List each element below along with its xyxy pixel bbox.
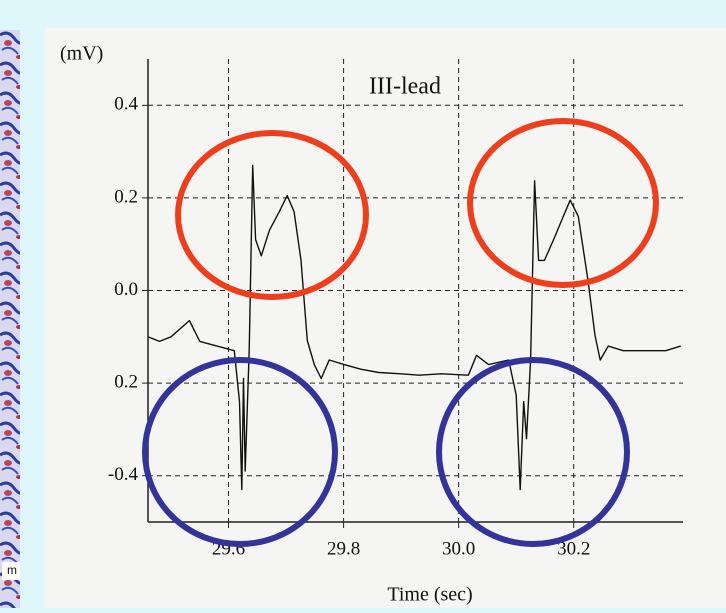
y-tick-label: -0.4: [108, 464, 139, 485]
x-tick-label: 29.8: [327, 538, 360, 559]
ecg-trace: [147, 164, 681, 491]
scale-box: [2, 562, 20, 580]
x-tick-label: 30.2: [557, 538, 590, 559]
plot-area: 0.40.20.00.2-0.429.6 29.8 30.0 30.2: [108, 59, 683, 559]
y-unit: (mV): [60, 43, 103, 65]
x-tick-label: 30.0: [442, 538, 475, 559]
chart-panel: [45, 28, 726, 608]
histology-image: [0, 30, 20, 608]
chart-title: III-lead: [369, 74, 441, 100]
highlight-circle: [175, 130, 369, 300]
y-tick-label: 0.2: [114, 186, 138, 207]
highlight-circle: [142, 357, 338, 547]
highlight-circle: [436, 357, 630, 547]
highlight-circle: [467, 118, 659, 288]
y-tick-label: 0.2: [114, 371, 138, 392]
y-tick-label: 0.4: [114, 94, 138, 115]
scale-label: m: [7, 563, 17, 577]
y-tick-label: 0.0: [114, 279, 138, 300]
x-axis-label: Time (sec): [387, 584, 472, 606]
